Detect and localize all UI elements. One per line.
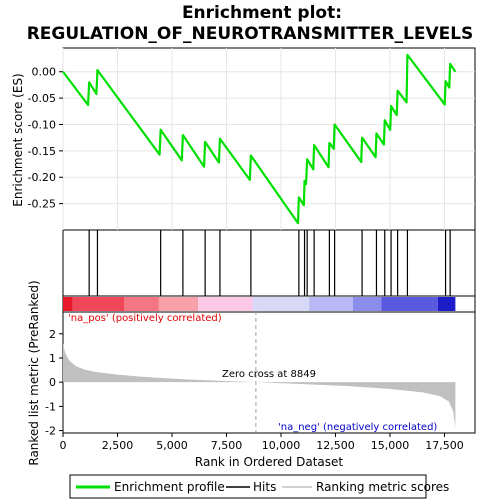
ranking-metric-area <box>63 342 456 427</box>
metric-tick-label: 0 <box>49 376 56 389</box>
metric-tick-label: -1 <box>45 400 56 413</box>
x-axis-label: Rank in Ordered Dataset <box>195 455 343 469</box>
es-tick-label: -0.15 <box>28 145 56 158</box>
pos-correlated-label: 'na_pos' (positively correlated) <box>68 313 222 324</box>
metric-y-axis: 2 1 0 -1 -2 <box>45 328 63 438</box>
metric-tick-label: -2 <box>45 425 56 438</box>
x-tick-label: 0 <box>60 439 67 452</box>
enrichment-profile-path <box>62 53 457 225</box>
es-y-axis-label: Enrichment score (ES) <box>11 73 25 206</box>
heatmap-segment <box>124 297 159 311</box>
es-tick-label: 0.00 <box>32 66 57 79</box>
x-tick-label: 2,500 <box>102 439 134 452</box>
x-tick-label: 15,000 <box>371 439 410 452</box>
x-tick-label: 12,500 <box>316 439 355 452</box>
metric-area-fill <box>63 342 456 427</box>
x-tick-label: 10,000 <box>262 439 301 452</box>
heatmap-segment <box>72 297 125 311</box>
chart-title-line-2: REGULATION_OF_NEUROTRANSMITTER_LEVELS <box>27 24 474 44</box>
legend-label-hits: Hits <box>253 480 276 494</box>
heatmap-segment <box>381 297 438 311</box>
metric-tick-label: 2 <box>49 328 56 341</box>
legend-label-enrichment-profile: Enrichment profile <box>114 480 225 494</box>
heatmap-segment <box>63 297 73 311</box>
zero-cross-label: Zero cross at 8849 <box>222 369 316 380</box>
x-tick-label: 7,500 <box>211 439 243 452</box>
heatmap-segment <box>198 297 253 311</box>
heatmap-segment <box>437 297 456 311</box>
x-axis: 0 2,500 5,000 7,500 10,000 12,500 15,000 17,500 <box>60 433 464 452</box>
es-tick-label: -0.20 <box>28 171 56 184</box>
rank-heatmap-bar <box>63 297 456 311</box>
metric-tick-label: 1 <box>49 352 56 365</box>
es-tick-label: -0.05 <box>28 92 56 105</box>
es-panel-frame <box>62 47 476 231</box>
es-tick-label: -0.25 <box>28 198 56 211</box>
x-tick-label: 5,000 <box>156 439 188 452</box>
legend-label-ranking-metric: Ranking metric scores <box>316 480 449 494</box>
heatmap-segment <box>309 297 353 311</box>
legend: Enrichment profile Hits Ranking metric s… <box>69 474 449 499</box>
es-tick-label: -0.10 <box>28 118 56 131</box>
neg-correlated-label: 'na_neg' (negatively correlated) <box>278 422 437 433</box>
heatmap-segment <box>352 297 382 311</box>
x-tick-label: 17,500 <box>425 439 464 452</box>
metric-y-axis-label: Ranked list metric (PreRanked) <box>27 280 41 465</box>
enrichment-profile-line <box>62 53 457 225</box>
chart-title-line-1: Enrichment plot: <box>182 3 342 23</box>
heatmap-segment <box>158 297 199 311</box>
es-y-axis: 0.00 -0.05 -0.10 -0.15 -0.20 -0.25 <box>28 66 63 211</box>
hits-panel-frame <box>62 229 476 297</box>
heatmap-segment <box>252 297 310 311</box>
hit-markers <box>88 230 451 296</box>
es-gridlines <box>62 48 475 230</box>
